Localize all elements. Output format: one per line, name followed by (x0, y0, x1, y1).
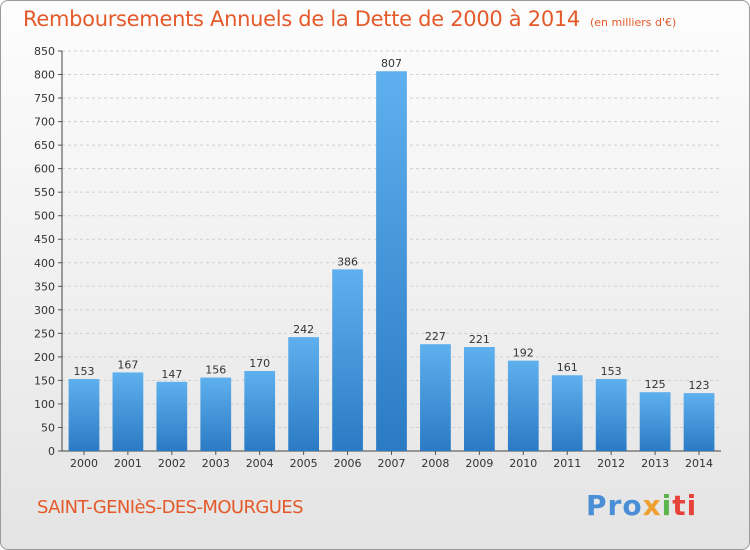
data-label: 192 (513, 347, 534, 360)
y-tick-label: 550 (34, 186, 55, 199)
bar (112, 372, 144, 451)
data-label: 170 (249, 357, 270, 370)
y-tick-label: 600 (34, 163, 55, 176)
y-tick-label: 100 (34, 398, 55, 411)
logo-part-3: i (661, 489, 673, 522)
bar (463, 347, 495, 451)
bar (551, 375, 583, 451)
data-label: 227 (425, 330, 446, 343)
y-tick-label: 350 (34, 280, 55, 293)
y-tick-label: 650 (34, 139, 55, 152)
x-tick-label: 2012 (597, 457, 625, 470)
x-tick-label: 2014 (685, 457, 713, 470)
data-label: 123 (689, 379, 710, 392)
x-tick-label: 2009 (465, 457, 493, 470)
y-tick-label: 150 (34, 374, 55, 387)
data-label: 807 (381, 57, 402, 70)
y-tick-label: 450 (34, 233, 55, 246)
y-tick-label: 800 (34, 69, 55, 82)
x-tick-label: 2001 (114, 457, 142, 470)
y-tick-label: 50 (41, 421, 55, 434)
data-label: 125 (645, 378, 666, 391)
x-tick-label: 2005 (290, 457, 318, 470)
y-tick-label: 700 (34, 116, 55, 129)
y-tick-label: 200 (34, 351, 55, 364)
data-label: 161 (557, 361, 578, 374)
bar (68, 379, 100, 451)
chart-subtitle: (en milliers d'€) (590, 16, 677, 29)
x-tick-label: 2006 (334, 457, 362, 470)
bar (288, 337, 320, 451)
x-tick-label: 2007 (378, 457, 406, 470)
y-tick-label: 250 (34, 327, 55, 340)
commune-name: SAINT-GENIèS-DES-MOURGUES (37, 497, 303, 518)
bar (507, 360, 539, 451)
bar (639, 392, 671, 451)
x-tick-label: 2013 (641, 457, 669, 470)
logo-part-4: ti (672, 489, 698, 522)
bar (376, 71, 407, 451)
y-tick-label: 400 (34, 257, 55, 270)
logo-part-2: x (642, 489, 662, 522)
bar (332, 269, 363, 451)
y-tick-label: 850 (34, 45, 55, 58)
data-label: 147 (161, 368, 182, 381)
data-label: 153 (601, 365, 622, 378)
x-tick-label: 2000 (70, 457, 98, 470)
bar (244, 371, 276, 451)
x-tick-label: 2010 (509, 457, 537, 470)
bar (683, 393, 715, 451)
x-tick-label: 2003 (202, 457, 230, 470)
data-label: 167 (117, 358, 138, 371)
x-tick-label: 2004 (246, 457, 274, 470)
data-label: 221 (469, 333, 490, 346)
data-label: 386 (337, 255, 358, 268)
logo-part-1: Pro (586, 489, 643, 522)
x-tick-label: 2011 (553, 457, 581, 470)
chart-title: Remboursements Annuels de la Dette de 20… (23, 7, 677, 31)
x-tick-label: 2008 (421, 457, 449, 470)
y-tick-label: 500 (34, 210, 55, 223)
y-tick-label: 750 (34, 92, 55, 105)
proxiti-logo[interactable]: Proxiti (586, 489, 697, 522)
data-label: 156 (205, 364, 226, 377)
data-label: 242 (293, 323, 314, 336)
bar (595, 379, 627, 451)
bar (420, 344, 451, 451)
x-tick-label: 2002 (158, 457, 186, 470)
bar (200, 377, 232, 451)
y-tick-label: 0 (48, 445, 55, 458)
y-tick-label: 300 (34, 304, 55, 317)
bar (156, 381, 188, 451)
data-label: 153 (73, 365, 94, 378)
